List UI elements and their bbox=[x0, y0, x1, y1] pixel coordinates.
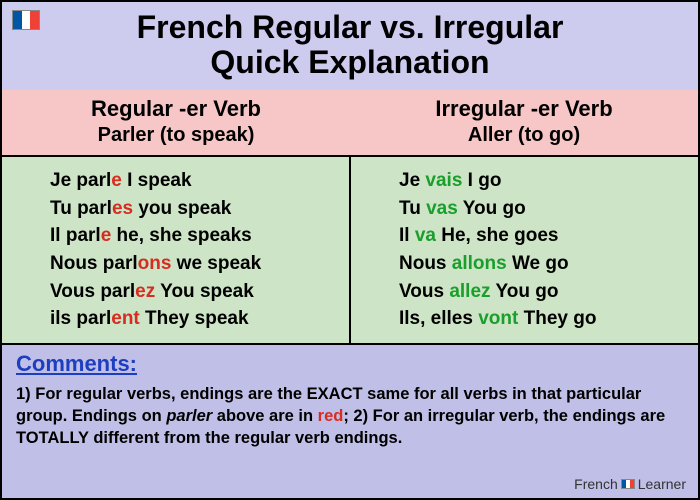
comments-seg2: parler bbox=[166, 407, 212, 425]
conjugation-row: Je parle I speak bbox=[50, 167, 331, 195]
row-post: They speak bbox=[140, 308, 249, 329]
left-heading-1: Regular -er Verb bbox=[2, 96, 350, 122]
brand-logo: French Learner bbox=[574, 476, 686, 492]
row-post: We go bbox=[507, 253, 569, 274]
right-heading: Irregular -er Verb Aller (to go) bbox=[350, 96, 698, 147]
row-post: I speak bbox=[122, 170, 192, 191]
conjugation-row: Tu vas You go bbox=[399, 195, 680, 223]
row-post: you speak bbox=[133, 198, 231, 219]
conjugation-row: Ils, elles vont They go bbox=[399, 305, 680, 333]
brand-part2: Learner bbox=[638, 476, 686, 492]
row-post: They go bbox=[518, 308, 596, 329]
row-post: You go bbox=[458, 198, 526, 219]
row-pre: Je parl bbox=[50, 170, 111, 191]
row-pre: Vous bbox=[399, 281, 449, 302]
left-heading: Regular -er Verb Parler (to speak) bbox=[2, 96, 350, 147]
conjugation-row: ils parlent They speak bbox=[50, 305, 331, 333]
row-pre: Il parl bbox=[50, 225, 101, 246]
french-flag-icon bbox=[12, 10, 40, 30]
comments-seg3: above are in bbox=[212, 407, 317, 425]
title-line-2: Quick Explanation bbox=[210, 44, 489, 80]
infographic-container: French Regular vs. Irregular Quick Expla… bbox=[0, 0, 700, 500]
right-heading-1: Irregular -er Verb bbox=[350, 96, 698, 122]
row-highlight: e bbox=[111, 170, 122, 191]
row-highlight: ons bbox=[138, 253, 172, 274]
row-highlight: allez bbox=[449, 281, 490, 302]
row-post: He, she goes bbox=[436, 225, 559, 246]
row-highlight: ez bbox=[135, 281, 155, 302]
conjugation-row: Nous parlons we speak bbox=[50, 250, 331, 278]
mini-flag-icon bbox=[621, 479, 635, 489]
comments-section: Comments: 1) For regular verbs, endings … bbox=[2, 345, 698, 498]
row-pre: Vous parl bbox=[50, 281, 135, 302]
row-pre: Il bbox=[399, 225, 415, 246]
row-highlight: ent bbox=[111, 308, 140, 329]
conjugation-row: Vous allez You go bbox=[399, 278, 680, 306]
row-post: You speak bbox=[155, 281, 254, 302]
row-pre: Je bbox=[399, 170, 425, 191]
subheader: Regular -er Verb Parler (to speak) Irreg… bbox=[2, 90, 698, 155]
row-highlight: allons bbox=[452, 253, 507, 274]
row-pre: Tu bbox=[399, 198, 426, 219]
conjugation-row: Nous allons We go bbox=[399, 250, 680, 278]
conjugation-row: Tu parles you speak bbox=[50, 195, 331, 223]
row-highlight: vais bbox=[425, 170, 462, 191]
row-highlight: es bbox=[112, 198, 133, 219]
brand-part1: French bbox=[574, 476, 618, 492]
row-highlight: vas bbox=[426, 198, 458, 219]
right-heading-2: Aller (to go) bbox=[350, 124, 698, 147]
row-post: You go bbox=[491, 281, 559, 302]
row-pre: Nous parl bbox=[50, 253, 138, 274]
row-post: we speak bbox=[171, 253, 261, 274]
conjugation-row: Il va He, she goes bbox=[399, 222, 680, 250]
comments-title: Comments: bbox=[16, 351, 684, 377]
conjugation-row: Vous parlez You speak bbox=[50, 278, 331, 306]
comments-body: 1) For regular verbs, endings are the EX… bbox=[16, 383, 684, 450]
title-line-1: French Regular vs. Irregular bbox=[137, 9, 564, 45]
conjugation-row: Je vais I go bbox=[399, 167, 680, 195]
comments-seg4: red bbox=[318, 407, 344, 425]
left-heading-2: Parler (to speak) bbox=[2, 124, 350, 147]
row-post: he, she speaks bbox=[111, 225, 251, 246]
conjugation-right-col: Je vais I goTu vas You goIl va He, she g… bbox=[351, 157, 698, 342]
row-highlight: e bbox=[101, 225, 112, 246]
row-highlight: vont bbox=[478, 308, 518, 329]
page-title: French Regular vs. Irregular Quick Expla… bbox=[12, 10, 688, 80]
row-pre: Tu parl bbox=[50, 198, 112, 219]
row-post: I go bbox=[462, 170, 501, 191]
conjugation-left-col: Je parle I speakTu parles you speakIl pa… bbox=[2, 157, 351, 342]
row-pre: Nous bbox=[399, 253, 452, 274]
conjugation-table: Je parle I speakTu parles you speakIl pa… bbox=[2, 155, 698, 344]
header: French Regular vs. Irregular Quick Expla… bbox=[2, 2, 698, 90]
row-pre: ils parl bbox=[50, 308, 111, 329]
row-highlight: va bbox=[415, 225, 436, 246]
row-pre: Ils, elles bbox=[399, 308, 478, 329]
conjugation-row: Il parle he, she speaks bbox=[50, 222, 331, 250]
